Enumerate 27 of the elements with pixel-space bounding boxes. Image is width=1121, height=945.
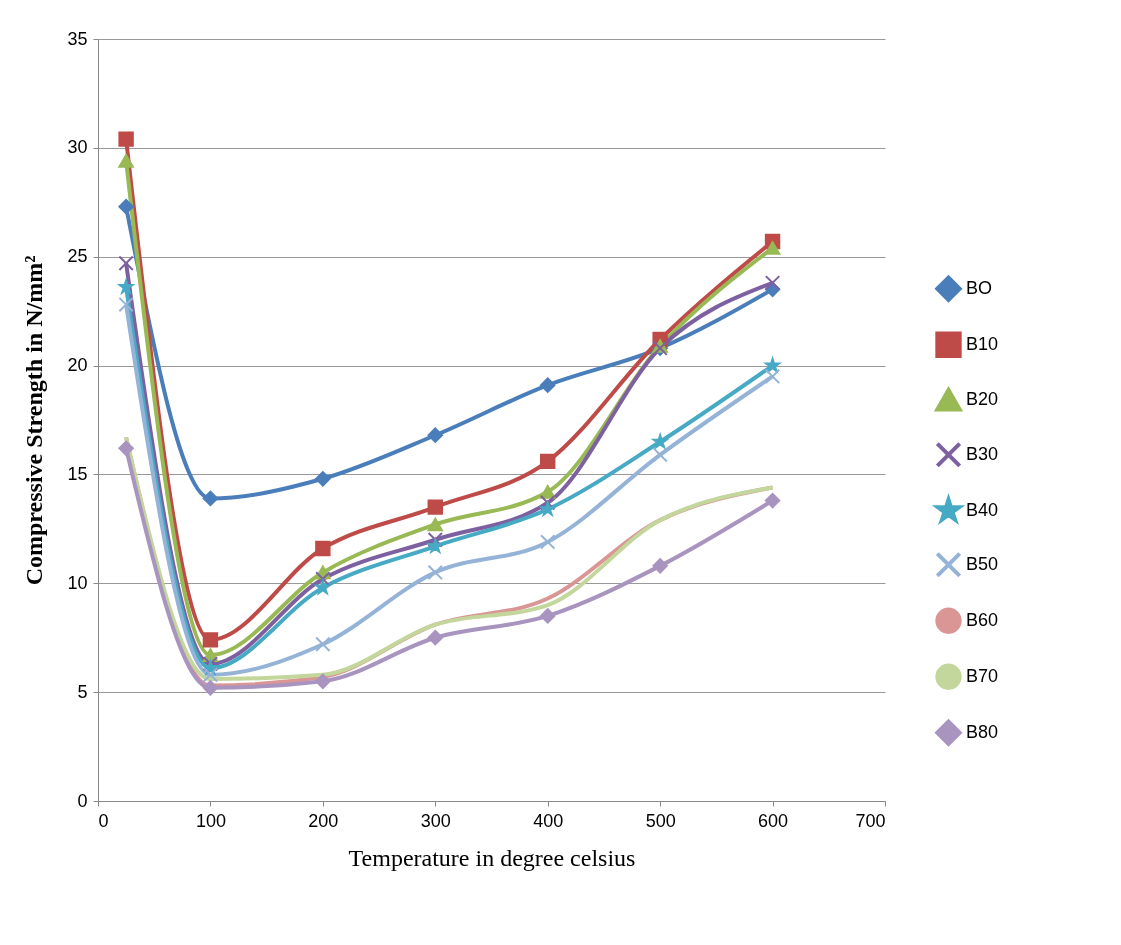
legend-label: B40	[966, 499, 999, 520]
y-tick-label: 25	[67, 246, 88, 267]
y-tick-label: 5	[77, 681, 88, 702]
legend-label: B60	[966, 609, 999, 630]
y-tick-label: 20	[67, 355, 88, 376]
x-tick-label: 200	[308, 810, 339, 831]
y-tick-label: 15	[67, 463, 88, 484]
x-tick-label: 0	[98, 810, 109, 831]
x-tick-label: 500	[645, 810, 676, 831]
y-axis-title: Compressive Strength in N/mm²	[21, 255, 48, 586]
legend-label: B70	[966, 665, 999, 686]
x-tick-label: 600	[758, 810, 789, 831]
x-tick-label: 300	[420, 810, 451, 831]
legend-label: BO	[966, 277, 993, 298]
y-tick-label: 35	[67, 28, 88, 49]
x-tick-label: 100	[195, 810, 226, 831]
legend-label: B10	[966, 333, 999, 354]
y-tick-label: 10	[67, 572, 88, 593]
legend-label: B20	[966, 388, 999, 409]
legend-label: B80	[966, 721, 999, 742]
y-tick-label: 30	[67, 137, 88, 158]
legend-label: B30	[966, 443, 999, 464]
x-axis-title: Temperature in degree celsius	[348, 844, 636, 871]
x-tick-label: 400	[533, 810, 564, 831]
x-tick-label: 700	[855, 810, 886, 831]
y-tick-label: 0	[77, 790, 88, 811]
legend-label: B50	[966, 553, 999, 574]
